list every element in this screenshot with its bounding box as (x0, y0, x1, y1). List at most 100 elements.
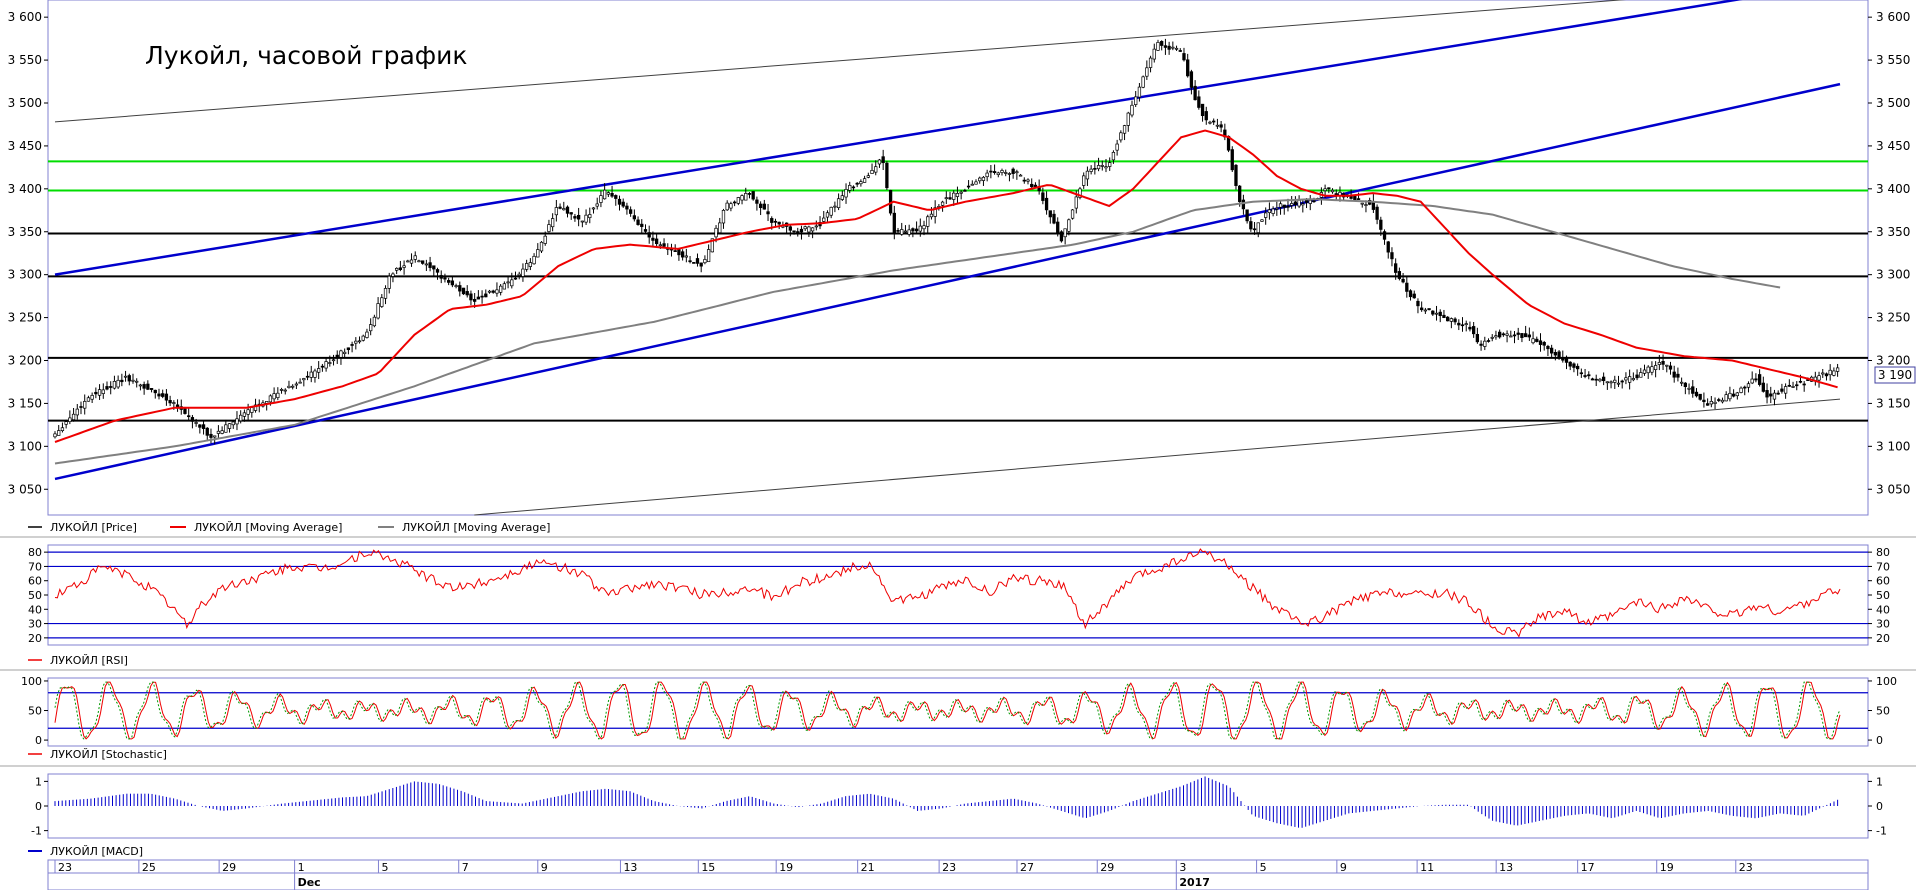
y-tick-label: 80 (28, 546, 42, 559)
candle-body (859, 181, 863, 185)
candle-body (1676, 373, 1680, 378)
candle-body (346, 347, 351, 351)
candle-body (1672, 371, 1676, 378)
candle-body (547, 224, 551, 232)
candle-body (1665, 364, 1669, 367)
candle-body (1835, 367, 1840, 372)
x-tick-label: 5 (1260, 861, 1267, 874)
candle-body (383, 288, 388, 299)
candle-body (1219, 124, 1223, 128)
candle-body (1453, 318, 1457, 323)
y-tick-label: 3 500 (1876, 96, 1910, 110)
candle-body (432, 265, 436, 270)
candle-body (1631, 378, 1635, 381)
candle-body (1412, 293, 1416, 299)
candle-body (628, 209, 633, 214)
y-tick-label: 50 (1876, 705, 1890, 718)
candle-body (1093, 168, 1097, 170)
candle-body (458, 285, 462, 292)
candle-body (417, 260, 421, 263)
candle-body (1828, 369, 1832, 376)
rsi-legend: ЛУКОЙЛ [RSI] (28, 654, 128, 667)
y-tick-label: 3 050 (1876, 482, 1910, 496)
y-tick-label: 3 300 (8, 268, 42, 282)
candle-body (799, 228, 804, 233)
candle-body (636, 219, 640, 225)
candle-body (1694, 391, 1699, 397)
y-tick-label: 3 350 (1876, 225, 1910, 239)
price-axis-left: 3 050 3 100 3 150 3 200 3 250 3 300 3 350 3 400… (8, 10, 48, 496)
candle-body (1115, 143, 1119, 151)
candle-body (885, 162, 889, 189)
candle-body (744, 193, 748, 201)
candle-body (617, 198, 622, 205)
candle-body (591, 207, 596, 210)
candle-body (539, 241, 544, 252)
y-tick-label: 0 (1876, 800, 1883, 813)
candle-body (1754, 378, 1758, 381)
candle-body (1713, 401, 1717, 404)
candle-body (1683, 382, 1687, 388)
candle-body (1705, 403, 1710, 406)
y-tick-label: 3 450 (8, 139, 42, 153)
candle-body (510, 279, 514, 287)
candle-body (294, 383, 299, 386)
candle-body (621, 201, 625, 207)
candle-body (1189, 71, 1194, 88)
candle-body (1208, 121, 1212, 124)
candle-body (1230, 149, 1234, 171)
y-tick-label: 30 (1876, 618, 1890, 631)
candle-body (1475, 334, 1480, 343)
y-tick-label: 3 300 (1876, 268, 1910, 282)
candle-body (398, 267, 403, 270)
candle-body (1033, 184, 1038, 187)
candle-body (807, 226, 811, 233)
candle-body (1739, 387, 1743, 393)
candle-body (64, 421, 68, 425)
candle-body (755, 199, 759, 204)
candle-body (1267, 209, 1272, 213)
candle-body (1074, 196, 1078, 209)
candle-body (695, 258, 700, 264)
candle-body (1587, 374, 1591, 377)
candle-body (75, 408, 79, 416)
candle-body (1212, 120, 1216, 123)
candle-body (513, 277, 518, 280)
candle-body (1323, 188, 1327, 192)
y-tick-label: 50 (1876, 589, 1890, 602)
y-tick-label: 3 150 (1876, 396, 1910, 410)
candle-body (963, 190, 967, 192)
candle-body (881, 156, 885, 164)
candle-body (643, 229, 648, 232)
candle-body (1568, 361, 1572, 367)
candle-body (1516, 332, 1520, 335)
candle-body (187, 415, 191, 418)
last-price-box (1874, 366, 1916, 384)
candle-body (1193, 85, 1197, 101)
candle-body (1018, 174, 1023, 177)
candle-body (1509, 335, 1513, 338)
candle-body (1386, 241, 1390, 253)
stochastic-k-line (54, 681, 1841, 740)
candle-body (1312, 200, 1316, 203)
rsi-line (54, 548, 1841, 638)
x-tick-label: 11 (1420, 861, 1434, 874)
candle-body (1401, 278, 1405, 283)
x-month-label: Dec (298, 876, 321, 889)
candle-body (1108, 162, 1112, 167)
candle-body (343, 351, 347, 354)
x-month-label: 2017 (1179, 876, 1210, 889)
candle-body (491, 290, 495, 293)
candle-body (940, 201, 945, 206)
candle-body (844, 189, 848, 198)
candle-body (1583, 375, 1587, 377)
candle-body (495, 289, 499, 294)
candle-body (565, 206, 570, 214)
trend-lines (54, 0, 1841, 516)
candle-body (443, 277, 447, 280)
price-legend: ЛУКОЙЛ [Price] ЛУКОЙЛ [Moving Average] Л… (28, 521, 550, 534)
ma-fast-line (54, 129, 1838, 443)
candle-body (588, 214, 592, 219)
candle-body (253, 404, 258, 411)
candle-body (1728, 392, 1732, 400)
